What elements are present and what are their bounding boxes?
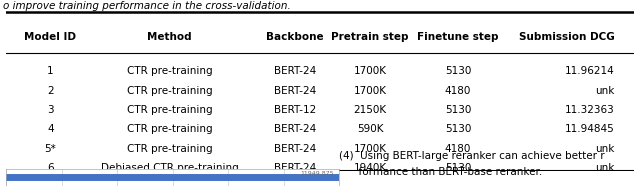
Text: 590K: 590K	[357, 124, 383, 134]
Text: 4180: 4180	[445, 144, 471, 153]
Text: 1: 1	[47, 66, 54, 76]
Text: 1940K: 1940K	[354, 163, 387, 173]
Text: 11949.875: 11949.875	[301, 171, 334, 176]
Text: unk: unk	[595, 86, 615, 96]
Text: 1700K: 1700K	[354, 144, 387, 153]
Text: 2: 2	[47, 86, 54, 96]
Text: CTR pre-training: CTR pre-training	[127, 86, 212, 96]
Text: unk: unk	[595, 144, 615, 153]
Text: 4: 4	[47, 124, 54, 134]
Text: Method: Method	[147, 32, 192, 42]
Text: 6: 6	[47, 163, 54, 173]
Text: BERT-24: BERT-24	[274, 163, 316, 173]
Text: BERT-24: BERT-24	[274, 86, 316, 96]
Text: Pretrain step: Pretrain step	[332, 32, 409, 42]
Text: CTR pre-training: CTR pre-training	[127, 144, 212, 153]
Text: BERT-24: BERT-24	[274, 66, 316, 76]
Text: (4)  Using BERT-large reranker can achieve better r: (4) Using BERT-large reranker can achiev…	[339, 151, 605, 161]
Text: CTR pre-training: CTR pre-training	[127, 124, 212, 134]
Text: BERT-12: BERT-12	[274, 105, 316, 115]
Text: 3: 3	[47, 105, 54, 115]
Text: CTR pre-training: CTR pre-training	[127, 66, 212, 76]
Text: 5*: 5*	[44, 144, 56, 153]
Text: 2150K: 2150K	[354, 105, 387, 115]
Text: o improve training performance in the cross-validation.: o improve training performance in the cr…	[3, 1, 291, 11]
Text: 1700K: 1700K	[354, 66, 387, 76]
Text: Debiased CTR pre-training: Debiased CTR pre-training	[100, 163, 238, 173]
Text: 1700K: 1700K	[354, 86, 387, 96]
Text: unk: unk	[595, 163, 615, 173]
Text: formance than BERT-base reranker.: formance than BERT-base reranker.	[339, 167, 543, 177]
Text: 5130: 5130	[445, 105, 471, 115]
Text: 11.32363: 11.32363	[565, 105, 615, 115]
Text: CTR pre-training: CTR pre-training	[127, 105, 212, 115]
Text: BERT-24: BERT-24	[274, 144, 316, 153]
Text: Submission DCG: Submission DCG	[519, 32, 615, 42]
Text: 5130: 5130	[445, 124, 471, 134]
Text: Backbone: Backbone	[266, 32, 324, 42]
Text: 11.94845: 11.94845	[565, 124, 615, 134]
Text: 11.96214: 11.96214	[565, 66, 615, 76]
Text: BERT-24: BERT-24	[274, 124, 316, 134]
Text: 4180: 4180	[445, 86, 471, 96]
Text: 5130: 5130	[445, 163, 471, 173]
Text: Finetune step: Finetune step	[417, 32, 499, 42]
Text: Model ID: Model ID	[24, 32, 76, 42]
Text: 5130: 5130	[445, 66, 471, 76]
